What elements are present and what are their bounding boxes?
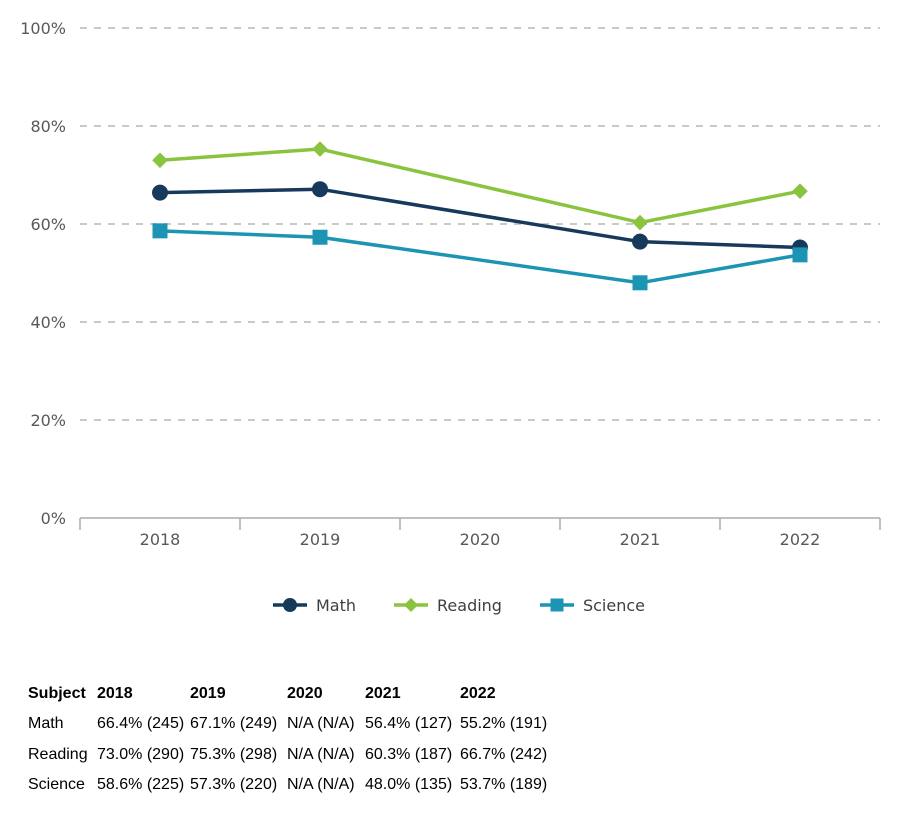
series-line-math xyxy=(159,187,801,250)
row-subject-label: Math xyxy=(28,715,64,733)
chart-legend: Math Reading Science xyxy=(0,591,918,619)
marker-reading-2021[interactable] xyxy=(632,214,648,231)
table-header-row: Subject 2018 2019 2020 2021 2022 xyxy=(28,679,610,709)
table-header-2022: 2022 xyxy=(460,685,496,702)
chart-plot-area: 0% 20% 40% 60% 80% 100% 2018 2019 2020 2021 2022 xyxy=(20,19,881,549)
marker-reading-2019[interactable] xyxy=(312,141,328,157)
x-axis-tick-label-2021: 2021 xyxy=(620,530,661,549)
table-row-math: Math 66.4% (245) 67.1% (249) N/A (N/A) 56.4%… xyxy=(28,709,610,740)
cell-value: 75.3% (298) xyxy=(190,745,278,763)
legend-item-math[interactable]: Math xyxy=(272,595,357,615)
cell-value: 58.6% (225) xyxy=(97,776,185,794)
cell-value: N/A (N/A) xyxy=(287,776,355,794)
y-axis-tick-label-40: 40% xyxy=(30,313,66,332)
y-axis-tick-label-0: 0% xyxy=(41,509,66,528)
cell-value: 60.3% (187) xyxy=(365,745,453,763)
cell-value: 66.7% (242) xyxy=(460,745,548,763)
y-axis-tick-label-60: 60% xyxy=(30,215,66,234)
marker-science-2019[interactable] xyxy=(312,229,328,245)
table-header-subject: Subject xyxy=(28,685,86,702)
table-header-2019: 2019 xyxy=(190,685,226,702)
marker-math-2019[interactable] xyxy=(312,181,328,198)
x-axis-tick-label-2019: 2019 xyxy=(300,530,341,549)
legend-item-science[interactable]: Science xyxy=(539,595,645,615)
cell-value: 73.0% (290) xyxy=(97,745,185,763)
marker-math-2021[interactable] xyxy=(632,233,648,250)
legend-square-icon xyxy=(539,598,574,612)
marker-reading-2022[interactable] xyxy=(792,183,808,199)
legend-label-math: Math xyxy=(315,595,357,615)
series-math xyxy=(152,181,808,256)
row-subject-label: Science xyxy=(28,776,85,794)
series-line-science xyxy=(159,229,801,285)
legend-item-reading[interactable]: Reading xyxy=(394,596,502,615)
series-reading xyxy=(152,141,808,231)
cell-value: 48.0% (135) xyxy=(365,776,453,794)
legend-diamond-icon xyxy=(394,598,429,612)
marker-science-2022[interactable] xyxy=(792,247,808,263)
y-axis-tick-label-100: 100% xyxy=(20,19,66,38)
cell-value: 57.3% (220) xyxy=(190,776,278,794)
series-line-reading xyxy=(159,147,801,225)
results-table: Subject 2018 2019 2020 2021 2022 Math 66.4% (2… xyxy=(28,679,610,801)
cell-value: N/A (N/A) xyxy=(287,745,355,763)
legend-circle-icon xyxy=(272,598,307,612)
marker-science-2021[interactable] xyxy=(632,275,648,291)
table-row-science: Science 58.6% (225) 57.3% (220) N/A (N/A) 48… xyxy=(28,770,610,801)
legend-label-reading: Reading xyxy=(437,595,502,615)
marker-science-2018[interactable] xyxy=(152,223,168,239)
legend-marker xyxy=(550,598,564,612)
cell-value: 66.4% (245) xyxy=(97,715,185,733)
cell-value: 53.7% (189) xyxy=(460,776,548,794)
cell-value: 55.2% (191) xyxy=(460,715,548,733)
x-axis-tick-label-2022: 2022 xyxy=(780,530,821,549)
table-row-reading: Reading 73.0% (290) 75.3% (298) N/A (N/A) 60… xyxy=(28,740,610,771)
cell-value: 67.1% (249) xyxy=(190,715,278,733)
cell-value: N/A (N/A) xyxy=(287,715,355,733)
marker-reading-2018[interactable] xyxy=(152,152,168,169)
y-axis-tick-label-20: 20% xyxy=(30,411,66,430)
marker-math-2018[interactable] xyxy=(152,184,168,201)
legend-label-science: Science xyxy=(582,595,645,615)
table-header-2021: 2021 xyxy=(365,685,401,702)
table-header-2018: 2018 xyxy=(97,685,133,702)
performance-line-chart: 0% 20% 40% 60% 80% 100% 2018 2019 2020 2021 2022 xyxy=(20,19,881,549)
cell-value: 56.4% (127) xyxy=(365,715,453,733)
legend-marker xyxy=(404,598,419,612)
x-axis-tick-label-2020: 2020 xyxy=(460,530,501,549)
series-science xyxy=(152,223,808,291)
legend-marker xyxy=(282,598,297,612)
table-header-2020: 2020 xyxy=(287,685,323,702)
y-axis-tick-label-80: 80% xyxy=(30,117,66,136)
row-subject-label: Reading xyxy=(28,745,88,763)
x-axis-tick-label-2018: 2018 xyxy=(140,530,181,549)
